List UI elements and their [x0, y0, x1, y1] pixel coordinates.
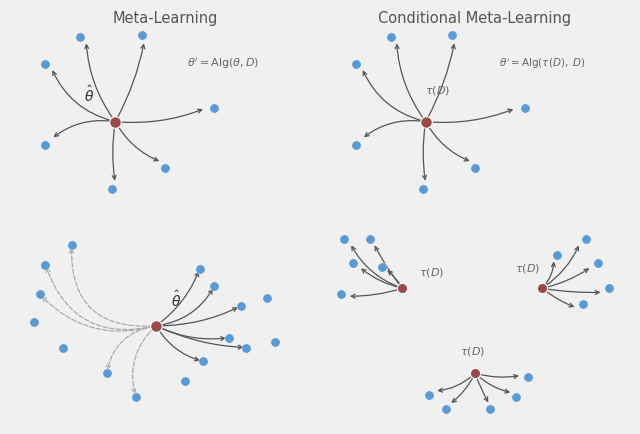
Point: [58, 344, 68, 351]
Text: Meta-Learning: Meta-Learning: [113, 11, 218, 26]
Point: [241, 344, 252, 351]
Text: $\tau(D)$: $\tau(D)$: [460, 345, 485, 358]
Text: $\tau(D)$: $\tau(D)$: [515, 262, 540, 275]
Point: [209, 105, 220, 112]
Point: [336, 291, 346, 298]
Point: [484, 405, 495, 412]
Text: $\hat{\theta}$: $\hat{\theta}$: [84, 85, 94, 105]
Point: [198, 358, 208, 365]
Point: [29, 319, 39, 326]
Point: [131, 393, 141, 400]
Point: [447, 31, 457, 38]
Point: [420, 118, 431, 125]
Point: [136, 31, 147, 38]
Point: [580, 235, 591, 242]
Point: [224, 334, 234, 341]
Point: [339, 235, 349, 242]
Text: $\theta^{\prime} = \mathrm{Alg}(\tau(D),\ D)$: $\theta^{\prime} = \mathrm{Alg}(\tau(D),…: [499, 56, 586, 71]
Point: [151, 322, 161, 329]
Point: [386, 33, 396, 40]
Point: [377, 263, 387, 270]
Point: [35, 291, 45, 298]
Text: Conditional Meta-Learning: Conditional Meta-Learning: [378, 11, 572, 26]
Point: [351, 141, 361, 148]
Point: [604, 285, 614, 292]
Point: [351, 60, 361, 67]
Point: [262, 295, 272, 302]
Point: [76, 33, 86, 40]
Point: [593, 259, 603, 266]
Point: [40, 141, 51, 148]
Point: [209, 283, 220, 290]
Point: [470, 370, 480, 377]
Point: [101, 370, 112, 377]
Point: [511, 393, 521, 400]
Point: [40, 261, 51, 268]
Text: $\tau(D)$: $\tau(D)$: [419, 266, 444, 279]
Point: [552, 251, 562, 258]
Point: [236, 302, 246, 309]
Text: $\hat{\theta}$: $\hat{\theta}$: [172, 290, 182, 310]
Point: [348, 259, 358, 266]
Point: [180, 378, 190, 385]
Point: [441, 405, 451, 412]
Point: [522, 374, 532, 381]
Point: [108, 186, 118, 193]
Point: [195, 265, 205, 272]
Text: $\tau(D)$: $\tau(D)$: [425, 84, 450, 97]
Point: [520, 105, 530, 112]
Point: [67, 241, 77, 248]
Point: [40, 60, 51, 67]
Point: [110, 118, 120, 125]
Point: [578, 301, 588, 308]
Point: [270, 338, 280, 345]
Point: [537, 285, 547, 292]
Text: $\theta^{\prime} = \mathrm{Alg}(\theta, D)$: $\theta^{\prime} = \mathrm{Alg}(\theta, …: [187, 56, 259, 71]
Point: [424, 391, 434, 398]
Point: [397, 285, 408, 292]
Point: [160, 164, 170, 171]
Point: [418, 186, 428, 193]
Point: [365, 235, 376, 242]
Point: [470, 164, 480, 171]
